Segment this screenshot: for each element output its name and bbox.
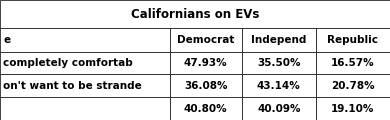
Text: e: e xyxy=(3,35,10,45)
Text: 35.50%: 35.50% xyxy=(257,58,301,68)
Text: 16.57%: 16.57% xyxy=(331,58,375,68)
Text: 40.09%: 40.09% xyxy=(257,104,301,114)
Bar xyxy=(316,74,390,97)
Bar xyxy=(316,28,390,52)
Bar xyxy=(242,28,316,52)
Text: Democrat: Democrat xyxy=(177,35,234,45)
Bar xyxy=(242,52,316,74)
Bar xyxy=(0,52,170,74)
Bar xyxy=(0,97,170,120)
Bar xyxy=(242,97,316,120)
Text: Independ: Independ xyxy=(251,35,307,45)
Bar xyxy=(0,0,390,28)
Text: Republic: Republic xyxy=(328,35,378,45)
Bar xyxy=(170,74,242,97)
Text: completely comfortab: completely comfortab xyxy=(3,58,133,68)
Bar xyxy=(170,97,242,120)
Text: 47.93%: 47.93% xyxy=(184,58,227,68)
Text: 20.78%: 20.78% xyxy=(331,81,375,91)
Bar xyxy=(0,28,170,52)
Text: 19.10%: 19.10% xyxy=(331,104,375,114)
Bar xyxy=(170,28,242,52)
Bar xyxy=(242,74,316,97)
Bar xyxy=(316,52,390,74)
Text: Californians on EVs: Californians on EVs xyxy=(131,8,259,21)
Text: on't want to be strande: on't want to be strande xyxy=(3,81,142,91)
Text: 43.14%: 43.14% xyxy=(257,81,301,91)
Text: 40.80%: 40.80% xyxy=(184,104,227,114)
Bar xyxy=(316,97,390,120)
Text: 36.08%: 36.08% xyxy=(184,81,227,91)
Bar xyxy=(0,74,170,97)
Bar xyxy=(170,52,242,74)
